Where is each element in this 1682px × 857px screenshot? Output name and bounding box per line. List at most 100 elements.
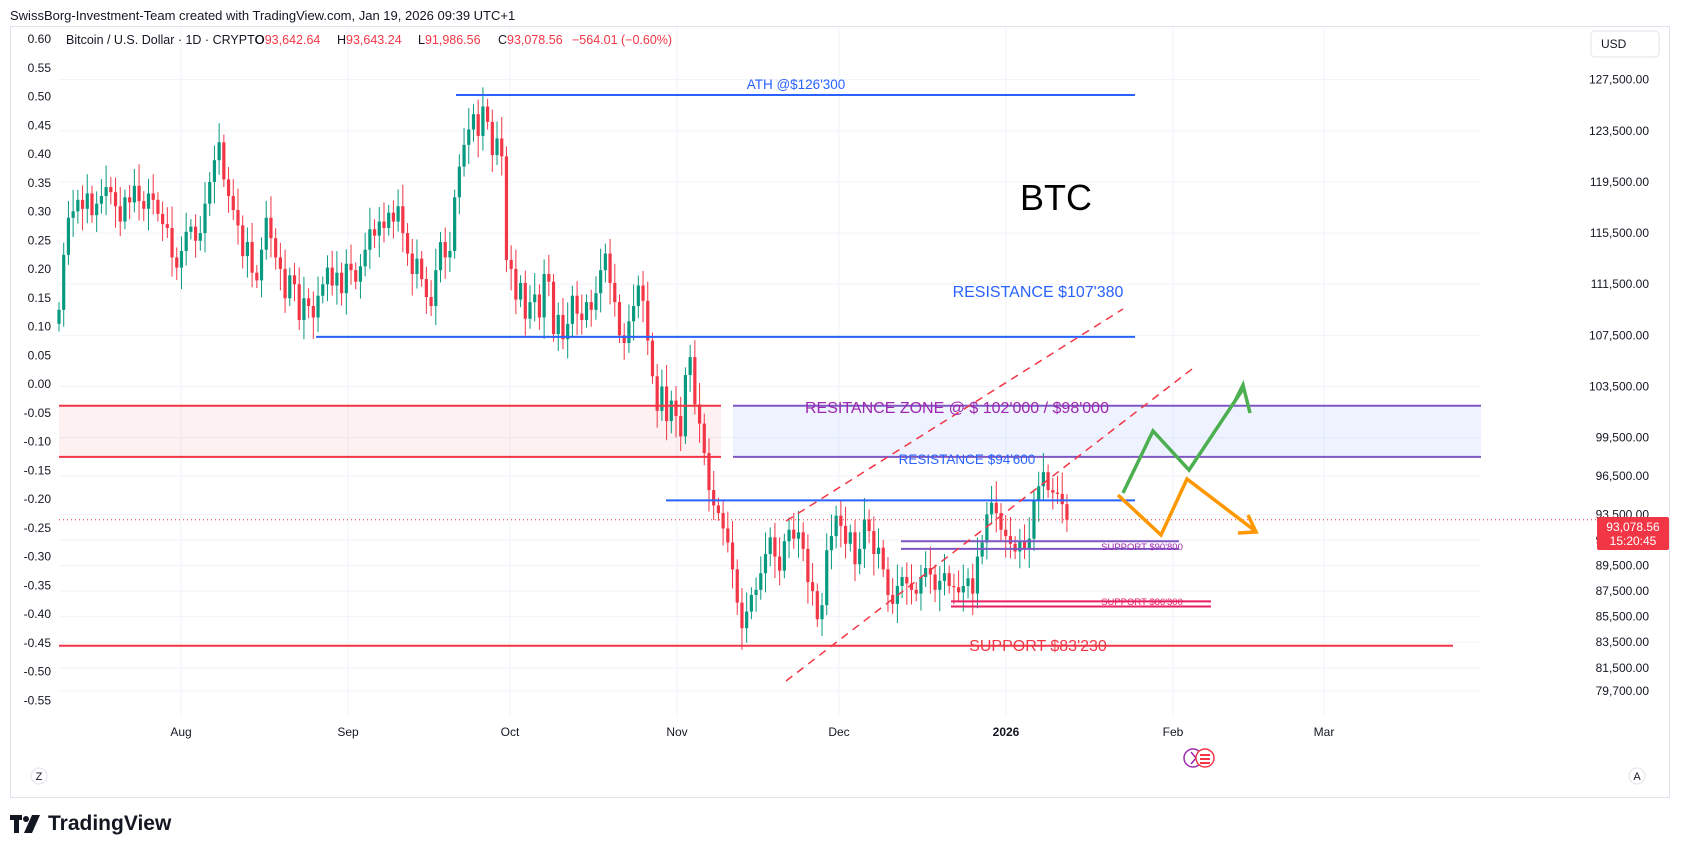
candle-body xyxy=(259,249,264,281)
candle-body xyxy=(900,577,904,586)
candle-body xyxy=(132,185,136,203)
candle-body xyxy=(636,285,640,306)
x-tick-label: Aug xyxy=(170,725,191,739)
auto-scale-right-button[interactable] xyxy=(1628,767,1646,785)
candle-body xyxy=(203,203,207,234)
candle-body xyxy=(500,138,504,157)
candle-body xyxy=(740,602,744,629)
candle-body xyxy=(599,270,603,294)
y-axis-right: 127,500.00 123,500.00 119,500.00 115,500.00… xyxy=(1589,73,1649,698)
candle-body xyxy=(933,574,937,590)
candle-body xyxy=(1046,472,1050,491)
candle-body xyxy=(726,528,730,543)
candle-body xyxy=(952,585,956,588)
candle-body xyxy=(118,206,122,222)
candle-body xyxy=(170,227,174,258)
candle-body xyxy=(90,193,94,216)
x-tick-label: Dec xyxy=(828,725,849,739)
y-left-tick-label: -0.40 xyxy=(24,607,52,621)
y-right-tick-label: 85,500.00 xyxy=(1596,610,1650,624)
candle-body xyxy=(566,323,570,340)
candle-body xyxy=(509,259,513,269)
candle-body xyxy=(142,201,146,209)
candle-body xyxy=(712,490,716,506)
candle-body xyxy=(368,229,372,250)
candle-body xyxy=(745,611,749,629)
chart-title: BTC xyxy=(1020,177,1092,218)
candle-body xyxy=(646,300,650,341)
annotation-labels: ATH @$126'300 RESISTANCE $107'380 RESITANC… xyxy=(747,77,1183,655)
candle-body xyxy=(985,514,989,543)
btc-chart[interactable]: ATH @$126'300 RESISTANCE $107'380 RESITANC… xyxy=(11,27,1671,799)
candle-body xyxy=(754,589,758,595)
candle-body xyxy=(796,532,801,539)
y-right-tick-label: 107,500.00 xyxy=(1589,328,1649,342)
candle-body xyxy=(410,253,414,275)
resistance-107-label: RESISTANCE $107'380 xyxy=(953,284,1124,301)
annotation-lines xyxy=(59,94,1597,682)
candle-body xyxy=(749,594,753,612)
auto-scale-left-button[interactable] xyxy=(30,767,48,785)
candle-body xyxy=(467,129,471,145)
y-left-tick-label: -0.15 xyxy=(24,463,52,477)
candle-body xyxy=(283,268,287,299)
candle-body xyxy=(109,187,113,193)
candle-body xyxy=(589,302,593,310)
candle-body xyxy=(782,541,786,571)
candle-body xyxy=(434,270,438,306)
candle-body xyxy=(975,556,980,594)
candle-body xyxy=(471,114,476,130)
candle-body xyxy=(556,314,560,335)
y-right-tick-label: 99,500.00 xyxy=(1596,431,1650,445)
candle-body xyxy=(236,210,240,226)
candle-body xyxy=(617,302,622,336)
candle-body xyxy=(165,224,169,228)
candle-body xyxy=(349,263,353,271)
candle-body xyxy=(387,212,391,228)
support-86-label: SUPPORT $86'300 xyxy=(1101,597,1183,608)
y-left-tick-label: 0.10 xyxy=(28,320,52,334)
candle-body xyxy=(999,513,1003,530)
candle-body xyxy=(481,106,485,136)
currency-button[interactable] xyxy=(1590,30,1660,58)
candle-body xyxy=(537,294,542,318)
candle-body xyxy=(62,254,66,310)
candle-body xyxy=(95,203,99,216)
candle-body xyxy=(57,309,61,324)
candle-body xyxy=(641,285,645,301)
candle-body xyxy=(429,297,433,306)
candle-body xyxy=(542,274,546,318)
chart-credit-line: SwissBorg-Investment-Team created with T… xyxy=(10,8,516,23)
candle-body xyxy=(787,529,791,542)
candle-body xyxy=(66,217,71,255)
y-right-tick-label: 79,700.00 xyxy=(1596,684,1650,698)
tradingview-logo[interactable]: TradingView xyxy=(10,812,171,836)
economic-events-icon[interactable] xyxy=(1183,748,1215,768)
candle-body xyxy=(891,594,895,604)
candle-body xyxy=(759,573,763,590)
y-left-tick-label: -0.10 xyxy=(24,435,52,449)
candle-body xyxy=(448,250,452,258)
candle-body xyxy=(627,321,631,344)
y-left-tick-label: -0.50 xyxy=(24,665,52,679)
candle-body xyxy=(401,206,405,234)
x-axis: Aug Sep Oct Nov Dec 2026 Feb Mar xyxy=(170,725,1334,739)
candle-body xyxy=(128,197,132,203)
candle-body xyxy=(420,258,424,280)
chart-frame[interactable]: ATH @$126'300 RESISTANCE $107'380 RESITANC… xyxy=(10,26,1670,798)
candle-body xyxy=(504,156,509,260)
candle-body xyxy=(707,453,711,491)
y-left-tick-label: 0.40 xyxy=(28,147,52,161)
candle-body xyxy=(330,267,334,286)
candle-body xyxy=(297,284,301,321)
candle-body xyxy=(161,213,165,225)
y-left-tick-label: -0.20 xyxy=(24,492,52,506)
candle-body xyxy=(269,217,273,239)
candle-body xyxy=(919,577,923,594)
bullish-arrowhead xyxy=(1233,379,1252,414)
candle-body xyxy=(156,199,160,214)
candle-body xyxy=(688,357,692,376)
candle-body xyxy=(957,587,961,593)
candle-body xyxy=(217,142,221,161)
candle-body xyxy=(424,279,428,298)
